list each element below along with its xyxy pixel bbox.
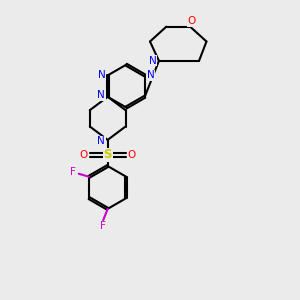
Text: F: F: [70, 167, 76, 177]
Text: F: F: [100, 221, 106, 231]
Text: N: N: [98, 70, 106, 80]
Text: N: N: [147, 70, 154, 80]
Text: N: N: [97, 136, 105, 146]
Text: N: N: [97, 90, 105, 100]
Text: O: O: [127, 150, 136, 160]
Text: O: O: [80, 150, 88, 160]
Text: N: N: [149, 56, 157, 66]
Text: S: S: [103, 148, 112, 161]
Text: O: O: [188, 16, 196, 26]
